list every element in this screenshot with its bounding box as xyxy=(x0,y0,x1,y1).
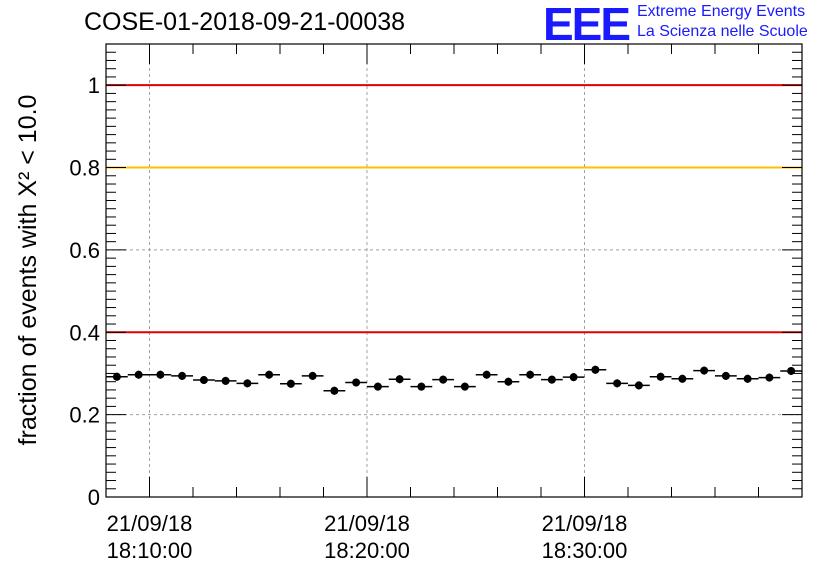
x-tick-label-date: 21/09/18 xyxy=(324,511,410,536)
data-point xyxy=(156,370,165,379)
logo-caption: Extreme Energy Events La Scienza nelle S… xyxy=(637,2,808,42)
data-point xyxy=(656,372,665,381)
y-tick-label: 1 xyxy=(88,73,100,98)
data-series xyxy=(106,365,802,395)
y-tick-label: 0.8 xyxy=(69,156,100,181)
data-point xyxy=(330,386,339,395)
data-point xyxy=(286,379,295,388)
grid xyxy=(106,44,802,497)
data-point xyxy=(765,373,774,382)
logo-caption-line1: Extreme Energy Events xyxy=(637,3,806,20)
data-point xyxy=(504,377,513,386)
x-tick-label-date: 21/09/18 xyxy=(107,511,193,536)
data-point xyxy=(547,375,556,384)
data-point xyxy=(460,382,469,391)
data-point xyxy=(417,382,426,391)
data-point xyxy=(482,370,491,379)
data-point xyxy=(112,372,121,381)
y-axis-label: fraction of events with X² < 10.0 xyxy=(14,95,42,446)
x-tick-label-date: 21/09/18 xyxy=(542,511,628,536)
data-point xyxy=(395,375,404,384)
x-tick-label-time: 18:30:00 xyxy=(542,538,628,563)
eee-logo: EEE xyxy=(543,0,631,50)
y-tick-label: 0.4 xyxy=(69,320,100,345)
data-point xyxy=(221,376,230,385)
data-point xyxy=(373,382,382,391)
data-point xyxy=(743,374,752,383)
y-tick-label: 0.2 xyxy=(69,403,100,428)
plot-frame xyxy=(105,43,803,498)
x-tick-label-time: 18:20:00 xyxy=(324,538,410,563)
data-point xyxy=(721,371,730,380)
data-point xyxy=(308,371,317,380)
data-point xyxy=(526,370,535,379)
data-point xyxy=(243,379,252,388)
reference-lines xyxy=(106,84,802,334)
data-point xyxy=(634,381,643,390)
data-point xyxy=(700,366,709,375)
data-point xyxy=(178,371,187,380)
data-point xyxy=(591,365,600,374)
data-point xyxy=(134,370,143,379)
x-tick-label-time: 18:10:00 xyxy=(107,538,193,563)
data-point xyxy=(569,373,578,382)
data-point xyxy=(265,370,274,379)
data-point xyxy=(678,374,687,383)
y-tick-label: 0.6 xyxy=(69,238,100,263)
axis-ticks: 00.20.40.60.8121/09/1818:10:0021/09/1818… xyxy=(69,43,802,563)
data-point xyxy=(199,376,208,385)
data-point xyxy=(439,375,448,384)
data-point xyxy=(352,378,361,387)
logo-caption-line2: La Scienza nelle Scuole xyxy=(637,23,808,40)
data-point xyxy=(613,379,622,388)
chart-title: COSE-01-2018-09-21-00038 xyxy=(84,8,406,36)
y-tick-label: 0 xyxy=(88,485,100,510)
